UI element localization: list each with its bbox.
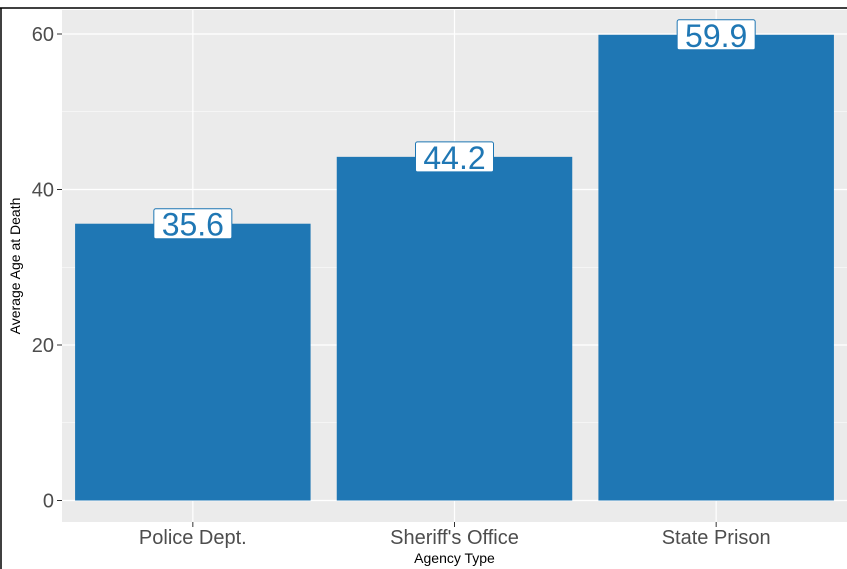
bar (336, 156, 573, 501)
data-label: 35.6 (162, 207, 224, 243)
x-tick-label: State Prison (662, 527, 771, 549)
x-tick-label: Sheriff's Office (390, 527, 519, 549)
data-label-box (676, 19, 756, 51)
y-tick-label: 0 (43, 491, 54, 513)
y-tick-label: 20 (32, 335, 54, 357)
data-label: 59.9 (685, 18, 747, 54)
data-label-box (415, 141, 494, 173)
x-axis: Police Dept. Sheriff's Office State Prison (139, 522, 771, 549)
bar (75, 223, 311, 501)
data-label: 44.2 (423, 140, 485, 176)
y-axis-title: Average Age at Death (7, 198, 23, 335)
y-tick-label: 40 (32, 180, 54, 202)
y-axis: 0 20 40 60 (32, 24, 62, 513)
data-label-box (153, 208, 233, 240)
x-axis-title: Agency Type (414, 550, 495, 566)
x-tick-label: Police Dept. (139, 527, 247, 549)
data-labels: 35.6 44.2 59.9 (153, 18, 756, 243)
bars (75, 34, 834, 501)
y-tick-label: 60 (32, 24, 54, 46)
bar (598, 34, 834, 501)
